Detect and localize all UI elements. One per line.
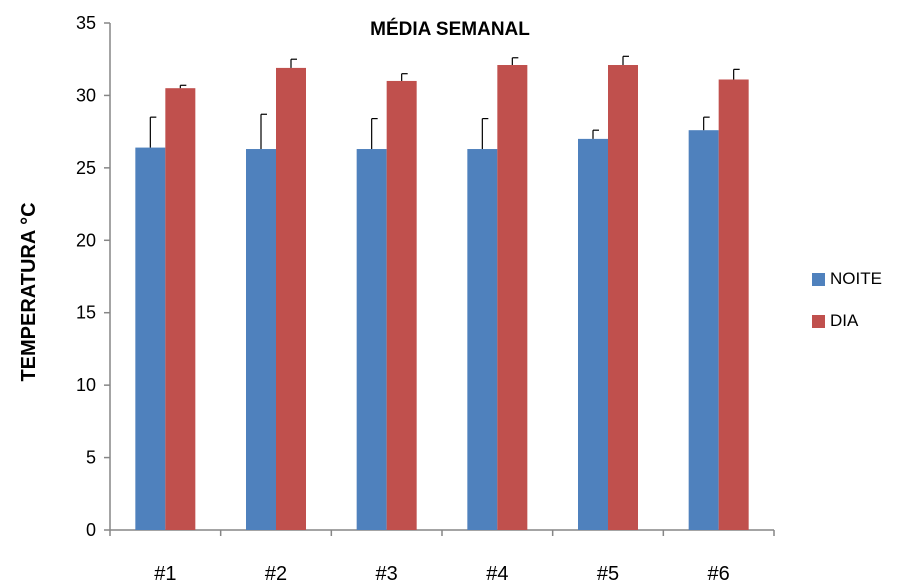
bar-dia: [608, 65, 638, 530]
chart-title: MÉDIA SEMANAL: [370, 18, 530, 40]
bar-dia: [276, 67, 306, 531]
y-tick-label: 0: [86, 520, 96, 540]
x-tick-label: #3: [376, 563, 398, 585]
x-tick-label: #2: [265, 563, 287, 585]
legend-label-dia: DIA: [830, 311, 859, 330]
legend-item-noite: NOITE: [812, 268, 882, 290]
bar-dia: [718, 79, 749, 530]
legend-swatch-dia: [812, 314, 825, 328]
plot-area: 0 5 10 15 20 25 30 35 #1 #2 #3 #4 #5 #6: [76, 13, 775, 585]
y-tick-label: 15: [76, 303, 96, 323]
y-tick-label: 5: [86, 448, 96, 468]
bar-noite: [688, 130, 719, 531]
y-tick-label: 20: [76, 230, 96, 250]
bar-noite: [578, 138, 608, 530]
y-tick-label: 35: [76, 13, 96, 33]
bar-dia: [386, 80, 417, 530]
bar-noite: [467, 149, 498, 531]
legend-swatch-noite: [812, 272, 825, 286]
x-tick-label: #6: [708, 563, 730, 585]
bar-dia: [497, 65, 528, 530]
bar-noite: [356, 149, 387, 531]
legend-item-dia: DIA: [812, 310, 882, 332]
y-axis-label: TEMPERATURA °C: [18, 202, 40, 381]
y-tick-label: 30: [76, 85, 96, 105]
x-tick-label: #1: [154, 563, 176, 585]
bar-noite: [135, 147, 166, 530]
legend: NOITE DIA: [812, 268, 882, 352]
x-tick-label: #4: [486, 563, 508, 585]
x-tick-label: #5: [597, 563, 619, 585]
y-tick-label: 25: [76, 158, 96, 178]
bar-dia: [165, 88, 196, 530]
y-tick-label: 10: [76, 375, 96, 395]
bar-noite: [246, 149, 276, 531]
legend-label-noite: NOITE: [830, 269, 882, 288]
